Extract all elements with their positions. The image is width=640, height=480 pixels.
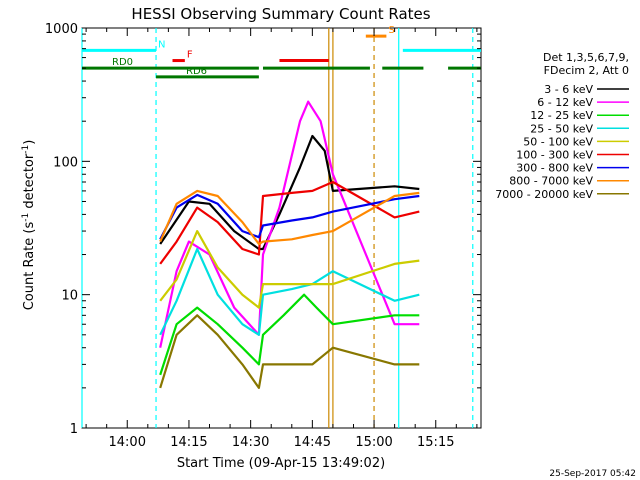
plot-frame: [81, 27, 482, 429]
flag-bars: N S F RD0 RD6: [82, 25, 481, 79]
legend-label-100-300-kev: 100 - 300 keV: [516, 149, 593, 162]
x-tick-label-15-15: 15:15: [417, 435, 454, 450]
y-tick-label-1000: 1000: [45, 22, 78, 37]
plot-area: [81, 27, 482, 429]
legend-label-12-25-kev: 12 - 25 keV: [530, 109, 593, 122]
legend-label-800-7000-kev: 800 - 7000 keV: [509, 175, 593, 188]
series-line-800-7000-kev: [159, 189, 420, 246]
x-tick-label-14-45: 14:45: [294, 435, 331, 450]
x-tick-label-14-00: 14:00: [109, 435, 146, 450]
y-axis-label-mid: detector: [22, 153, 37, 213]
y-tick-label-10: 10: [61, 289, 78, 304]
series-line-300-800-kev: [159, 193, 420, 240]
y-tick-label-100: 100: [53, 155, 78, 170]
legend: Det 1,3,5,6,7,9,FDecim 2, Att 0 3 - 6 keV…: [495, 51, 629, 201]
series-line-50-100-kev: [159, 230, 420, 309]
legend-label-7000-20000-kev: 7000 - 20000 keV: [495, 188, 593, 201]
legend-label-25-50-kev: 25 - 50 keV: [530, 122, 593, 135]
series-line-6-12-kev: [159, 100, 420, 348]
legend-header-1: FDecim 2, Att 0: [544, 64, 629, 77]
series-line-12-25-kev: [159, 293, 420, 376]
y-axis-label-main: Count Rate (s: [22, 222, 37, 311]
y-axis-label-end: ): [22, 140, 37, 145]
series-line-25-50-kev: [159, 247, 420, 336]
x-tick-label-15-00: 15:00: [355, 435, 392, 450]
flag-label-n: N: [158, 39, 165, 50]
x-axis-label: Start Time (09-Apr-15 13:49:02): [177, 456, 385, 471]
legend-label-6-12-kev: 6 - 12 keV: [537, 96, 593, 109]
flag-label-rd6: RD6: [186, 66, 207, 77]
footer-date: 25-Sep-2017 05:42: [549, 469, 636, 479]
legend-label-50-100-kev: 50 - 100 keV: [523, 135, 593, 148]
legend-label-3-6-kev: 3 - 6 keV: [544, 83, 593, 96]
flag-label-s: S: [388, 25, 394, 36]
series-line-7000-20000-kev: [159, 314, 420, 389]
series-line-3-6-kev: [159, 134, 420, 251]
legend-header-0: Det 1,3,5,6,7,9,: [543, 51, 629, 64]
series-line-100-300-kev: [159, 180, 420, 265]
y-axis-label-sup2: -1: [21, 145, 31, 154]
y-axis-label: Count Rate (s-1 detector-1): [21, 140, 37, 311]
y-tick-label-1: 1: [70, 422, 78, 437]
x-tick-label-14-30: 14:30: [232, 435, 269, 450]
flag-label-rd0: RD0: [112, 57, 133, 68]
vertical-markers: [81, 28, 474, 428]
flag-label-f: F: [187, 50, 193, 61]
legend-label-300-800-kev: 300 - 800 keV: [516, 162, 593, 175]
chart-title: HESSI Observing Summary Count Rates: [131, 5, 430, 23]
series-group: [159, 100, 420, 389]
y-axis-label-sup1: -1: [21, 213, 31, 222]
axes: 14:00 14:15 14:30 14:45 15:00 15:15 1 10 100 1000: [45, 22, 481, 450]
x-tick-label-14-15: 14:15: [170, 435, 207, 450]
